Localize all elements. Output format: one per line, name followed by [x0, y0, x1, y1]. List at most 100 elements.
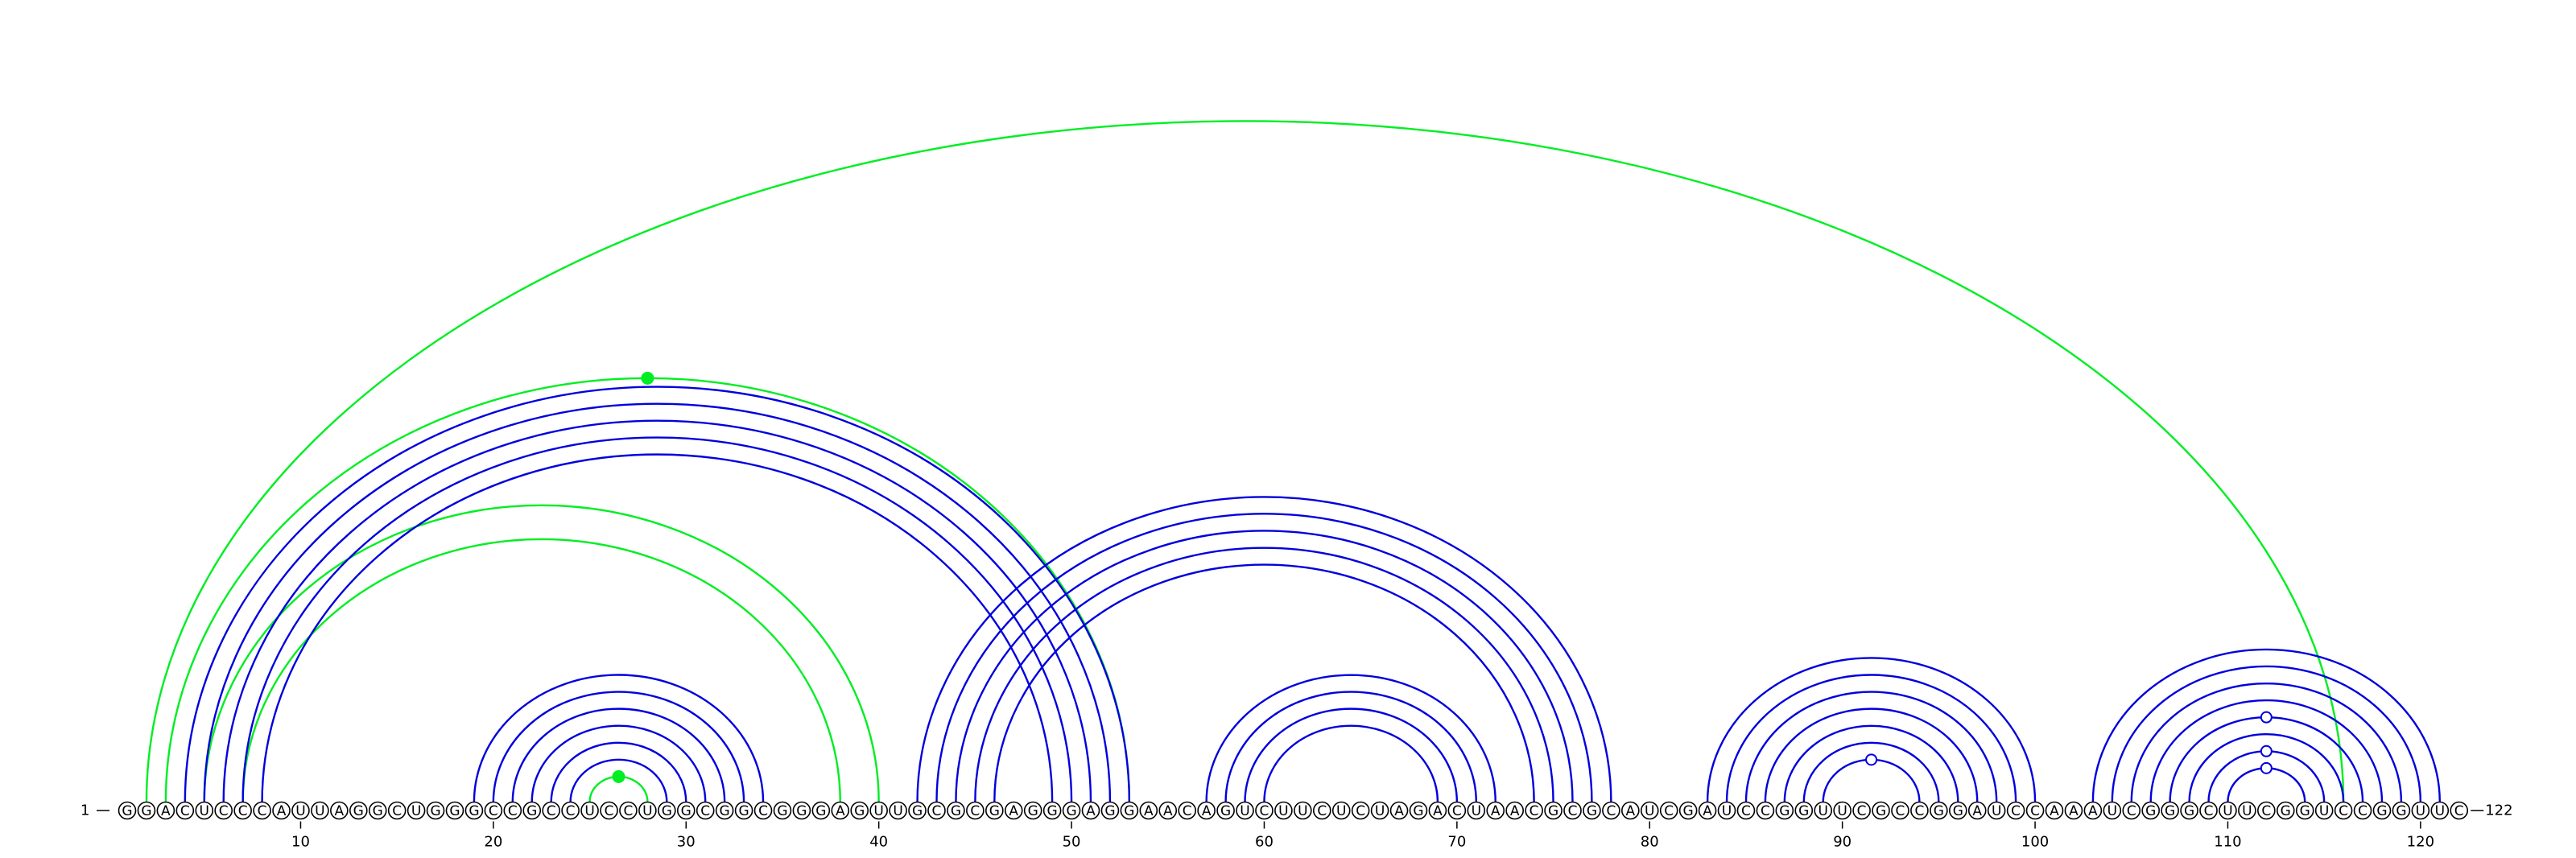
- nucleotide: C: [2334, 801, 2353, 820]
- nucleotide-letter: A: [335, 803, 345, 819]
- nucleotide: C: [2353, 801, 2372, 820]
- nucleotide: A: [1621, 801, 1640, 820]
- nucleotide-letter: U: [2319, 803, 2329, 819]
- nucleotide-letter: G: [1934, 803, 1944, 819]
- position-axis: 10 20 30 40 50 60 70 80 90 100 110 120: [291, 821, 2434, 851]
- base-pair-arc: [242, 436, 1073, 802]
- nucleotide-letter: U: [1298, 803, 1307, 819]
- nucleotide-circle: [1987, 801, 2006, 820]
- base-pair-arc: [550, 741, 687, 802]
- base-pair-arc: [974, 547, 1554, 802]
- nucleotide: C: [1659, 801, 1678, 820]
- nucleotide-letter: C: [258, 803, 267, 819]
- nucleotide: U: [1640, 801, 1659, 820]
- nucleotide-letter: G: [1124, 803, 1134, 819]
- nucleotide-circle: [2238, 801, 2256, 820]
- nucleotide-letter: C: [1317, 803, 1327, 819]
- nucleotide: C: [2257, 801, 2276, 820]
- nucleotide: U: [1370, 801, 1389, 820]
- nucleotide-letter: U: [1278, 803, 1288, 819]
- nucleotide-circle: [2392, 801, 2411, 820]
- nucleotide-circle: [542, 801, 560, 820]
- nucleotide-letter: C: [566, 803, 576, 819]
- nucleotide-letter: G: [2165, 803, 2175, 819]
- tick-label: 100: [2021, 834, 2049, 851]
- nucleotide-circle: [1910, 801, 1929, 820]
- nucleotide: C: [1602, 801, 1620, 820]
- nucleotide-circle: [1139, 801, 1158, 820]
- nucleotide-circle: [1389, 801, 1409, 820]
- nucleotide: C: [619, 801, 638, 820]
- nucleotide-circle: [2353, 801, 2372, 820]
- sequence-backbone: 1 122: [80, 802, 2513, 819]
- nucleotide: A: [1428, 801, 1447, 820]
- nucleotide-letter: G: [1779, 803, 1790, 819]
- nucleotide-letter: A: [1625, 803, 1635, 819]
- alternative-pair-arc: [203, 504, 880, 802]
- nucleotide-letter: G: [662, 803, 672, 819]
- nucleotide-circle: [1447, 801, 1467, 820]
- nucleotide-circle: [253, 801, 271, 820]
- nucleotide-letter: A: [1491, 803, 1501, 819]
- nucleotide-circle: [658, 801, 676, 820]
- nucleotide-letter: A: [1972, 803, 1982, 819]
- nucleotide-letter: C: [1664, 803, 1674, 819]
- nucleotide: U: [869, 801, 888, 820]
- base-pair-arc: [203, 402, 1112, 802]
- nucleotide-letter: C: [2358, 803, 2368, 819]
- nucleotide-circle: [1467, 801, 1486, 820]
- nucleotide: A: [1158, 801, 1178, 820]
- nucleotide-letter: C: [1183, 803, 1192, 819]
- nucleotide-letter: G: [1104, 803, 1115, 819]
- nucleotide: U: [1236, 801, 1254, 820]
- nucleotide: C: [1447, 801, 1467, 820]
- nucleotide-letter: A: [1394, 803, 1404, 819]
- base-pair-arc: [2091, 648, 2441, 802]
- nucleotide-letter: G: [989, 803, 1000, 819]
- nucleotide-circle: [947, 801, 965, 820]
- base-pair-arc: [1744, 691, 1998, 802]
- nucleotide-circle: [272, 801, 291, 820]
- nucleotide: C: [1525, 801, 1543, 820]
- nucleotide-letter: G: [2300, 803, 2310, 819]
- nucleotide-letter: C: [1260, 803, 1269, 819]
- nucleotide-circle: [1255, 801, 1274, 820]
- nucleotide-letter: C: [624, 803, 634, 819]
- tick-label: 10: [291, 834, 310, 851]
- nucleotide-circle: [1294, 801, 1312, 820]
- base-pair-arc: [2149, 699, 2384, 802]
- nucleotide-letter: U: [1472, 803, 1481, 819]
- alternative-pair-arcs: [145, 120, 2345, 802]
- base-pair-arc: [2130, 682, 2403, 802]
- nucleotide-circle: [1814, 801, 1833, 820]
- nucleotide-letter: U: [295, 803, 305, 819]
- nucleotide-circle: [1621, 801, 1640, 820]
- nucleotide: G: [2372, 801, 2392, 820]
- nucleotide-letter: C: [2127, 803, 2136, 819]
- nucleotide: G: [947, 801, 965, 820]
- nucleotide-letter: C: [392, 803, 402, 819]
- nucleotide-circle: [869, 801, 888, 820]
- nucleotide-circle: [522, 801, 542, 820]
- nucleotide-letter: G: [122, 803, 132, 819]
- nucleotide-circle: [1602, 801, 1620, 820]
- nucleotide-circle: [753, 801, 773, 820]
- nucleotide: G: [985, 801, 1004, 820]
- nucleotide-circle: [214, 801, 233, 820]
- base-pair-arc: [1706, 657, 2037, 802]
- base-pair-arcs: [184, 386, 2441, 802]
- base-pair-arc: [1725, 674, 2017, 802]
- nucleotide-circle: [1081, 801, 1100, 820]
- nucleotide: A: [1505, 801, 1524, 820]
- nucleotide-circle: [503, 801, 522, 820]
- nucleotide-letter: G: [469, 803, 479, 819]
- nucleotide-letter: U: [1240, 803, 1249, 819]
- nucleotide-letter: A: [1163, 803, 1173, 819]
- start-index-label: 1: [80, 802, 89, 819]
- nucleotide: G: [850, 801, 869, 820]
- nucleotide-letter: G: [2184, 803, 2194, 819]
- pair-marker: [1865, 753, 1878, 766]
- nucleotide-circle: [1370, 801, 1389, 820]
- nucleotide-circle: [2006, 801, 2025, 820]
- base-pair-arc: [261, 453, 1054, 802]
